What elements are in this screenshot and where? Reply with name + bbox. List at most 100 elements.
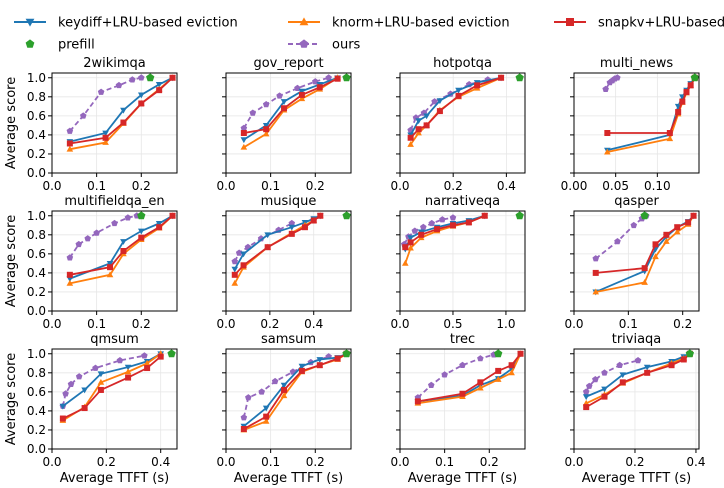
x-tick-label: 0.2 [97,455,116,469]
data-point-snapkv [592,269,599,276]
x-tick-label: 0.2 [480,455,499,469]
legend-label-keydiff: keydiff+LRU-based eviction [58,16,238,31]
data-point-knorm [666,135,674,142]
data-point-ours [602,85,609,92]
axes-frame [573,210,700,312]
data-point-snapkv [601,393,608,400]
axes-frame [399,210,526,312]
y-tick-label: 0.2 [27,285,46,299]
data-point-ours [79,112,87,119]
data-point-keydiff [106,260,114,267]
data-point-snapkv [156,224,163,231]
legend-item-prefill: prefill [25,38,95,53]
data-point-keydiff [59,403,67,410]
data-point-knorm [407,244,414,251]
data-point-prefill [146,73,155,82]
data-point-snapkv [281,105,288,112]
data-point-snapkv [310,217,317,224]
x-tick-label: 0.0 [390,455,409,469]
data-point-ours [585,382,593,389]
x-tick-label: 0.1 [435,455,454,469]
legend-marker-prefill [25,39,35,48]
y-tick-label: 0.2 [27,423,46,437]
panel-title: qmsum [90,332,139,347]
y-axis-label: Average score [4,215,19,307]
data-point-ours [258,388,265,395]
data-point-snapkv [298,367,305,374]
data-point-ours [240,124,248,132]
data-point-snapkv [125,374,132,381]
data-point-prefill [690,73,699,82]
data-point-prefill [494,349,503,358]
series-line-keydiff [243,352,347,427]
data-point-keydiff [280,382,288,389]
x-tick-label: 0.1 [87,179,106,193]
panel-gov_report: 0.0 0.1 0.2 gov_report [216,56,352,193]
data-point-snapkv [423,122,430,129]
data-point-knorm [262,130,270,137]
panel-title: narrativeqa [425,194,500,209]
data-point-keydiff [264,232,271,239]
data-point-knorm [641,278,648,285]
data-point-knorm [407,140,414,147]
legend-item-knorm: knorm+LRU-based eviction [288,16,510,31]
data-point-keydiff [120,107,127,114]
panel-multifieldqa_en: 0.0 0.1 0.2 0.0 0.2 0.4 0.6 0.8 1.0 multifieldqa_… [27,194,178,331]
data-point-knorm [494,376,502,382]
data-point-snapkv [679,98,686,105]
series-line-ours [69,76,142,132]
axes-frame [51,72,178,174]
data-point-knorm [262,417,270,424]
axes-frame [399,72,526,174]
data-point-snapkv [240,262,247,269]
y-tick-label: 0.0 [27,166,46,180]
data-point-snapkv [414,398,421,405]
series-line-ours [595,215,647,260]
axes-frame [225,72,352,174]
data-point-snapkv [687,82,694,89]
data-point-ours [634,356,642,364]
data-point-ours [411,227,419,234]
x-tick-label: 0.2 [625,455,644,469]
data-point-ours [439,216,446,223]
data-point-snapkv [415,126,422,133]
data-point-keydiff [674,103,682,110]
data-point-snapkv [66,140,73,147]
series-line-snapkv [607,77,696,134]
data-point-ours [459,361,466,368]
x-tick-label: 0.5 [443,317,462,331]
panel-title: trec [450,332,475,347]
data-point-snapkv [156,87,163,94]
data-point-snapkv [517,350,524,357]
data-point-snapkv [407,134,414,141]
data-point-snapkv [449,222,456,229]
data-point-prefill [515,211,524,220]
x-tick-label: 0.4 [304,317,323,331]
data-point-snapkv [685,219,692,226]
legend-marker-ours [299,39,309,48]
legend-marker-keydiff [25,18,35,27]
data-point-ours [75,240,83,248]
data-point-knorm [592,288,600,295]
axes-frame [399,348,526,450]
data-point-ours [449,214,457,221]
data-point-snapkv [455,92,462,99]
data-point-snapkv [97,386,104,393]
data-point-snapkv [583,404,590,411]
x-tick-label: 0.0 [42,179,61,193]
panel-samsum: 0.0 0.1 0.2 samsum [216,332,352,469]
data-point-keydiff [240,137,248,144]
axes-frame [225,348,352,450]
panel-title: 2wikimqa [83,56,146,71]
data-point-keydiff [155,82,163,88]
data-point-prefill [137,211,146,220]
data-point-snapkv [434,226,441,233]
x-tick-label: 0.1 [619,317,638,331]
data-point-prefill [167,349,176,358]
data-point-ours [138,74,145,81]
legend-marker-knorm [299,17,309,26]
data-point-keydiff [120,239,127,245]
data-point-ours [124,214,132,221]
data-point-knorm [102,139,109,145]
